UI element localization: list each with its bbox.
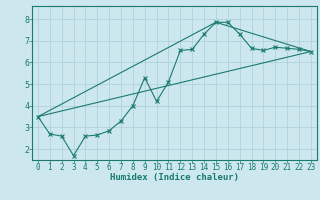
X-axis label: Humidex (Indice chaleur): Humidex (Indice chaleur) <box>110 173 239 182</box>
